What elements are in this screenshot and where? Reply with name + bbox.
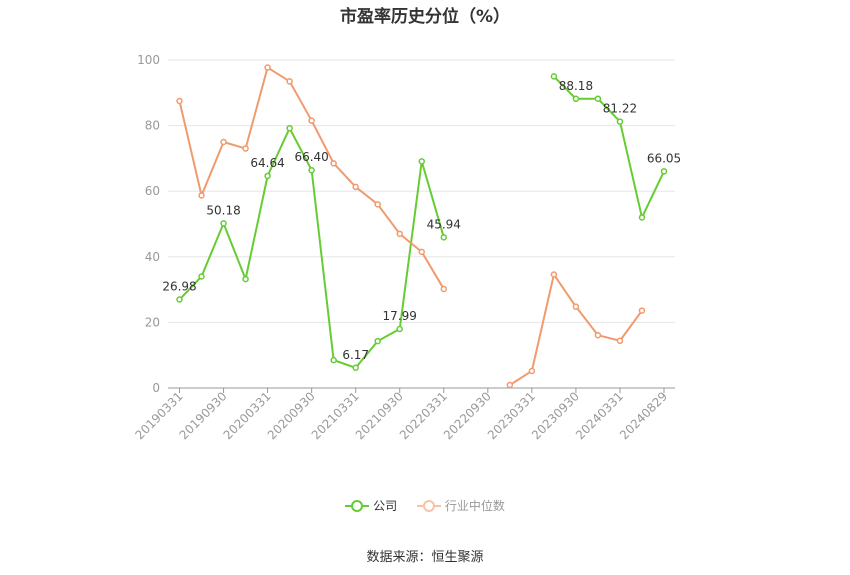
data-point — [572, 303, 580, 310]
data-point — [660, 168, 668, 175]
data-point — [308, 117, 315, 124]
data-point — [330, 356, 337, 364]
data-point — [330, 160, 337, 167]
legend-item-industry-median[interactable]: 行业中位数 — [416, 497, 505, 514]
data-point — [220, 220, 227, 227]
data-point — [396, 230, 403, 238]
data-point — [286, 124, 293, 132]
data-point — [638, 214, 646, 221]
data-point — [352, 364, 359, 372]
data-point — [242, 145, 249, 152]
legend-swatch-industry-median — [416, 499, 441, 513]
legend-label-industry-median: 行业中位数 — [444, 499, 505, 513]
y-tick-label: 100 — [137, 53, 160, 67]
data-label: 88.18 — [559, 79, 593, 93]
data-point — [176, 296, 183, 303]
data-point — [616, 337, 624, 345]
y-tick-label: 20 — [145, 315, 160, 329]
data-point — [594, 95, 602, 102]
data-point — [440, 285, 448, 293]
data-point — [374, 201, 381, 208]
data-point — [286, 78, 293, 85]
data-label: 26.98 — [162, 280, 196, 294]
data-point — [396, 325, 403, 333]
data-labels-layer: 26.98 50.18 64.64 66.40 6.17 17.99 45.94 88.18 8… — [162, 79, 681, 362]
chart-title: 市盈率历史分位（%） — [339, 7, 511, 27]
data-point — [550, 73, 558, 80]
data-point — [198, 273, 205, 280]
data-point — [374, 337, 381, 345]
legend-swatch-company — [345, 499, 370, 513]
legend-item-company[interactable]: 公司 — [345, 497, 397, 514]
data-point — [264, 172, 271, 180]
series-line-1 — [509, 273, 643, 386]
data-label: 66.05 — [647, 151, 681, 165]
data-point — [506, 381, 514, 389]
data-point — [528, 367, 536, 375]
data-point — [418, 158, 425, 165]
y-tick-label: 0 — [152, 381, 160, 395]
y-tick-label: 40 — [145, 250, 160, 264]
y-tick-label: 60 — [145, 184, 160, 198]
x-axis: 2019033120190930202003312020093020210331… — [133, 387, 675, 442]
data-label: 66.40 — [294, 150, 328, 164]
series-line-0 — [553, 75, 665, 219]
data-point — [616, 118, 624, 125]
data-point — [308, 166, 315, 174]
data-label: 45.94 — [427, 217, 461, 231]
data-point — [264, 64, 271, 71]
legend: 公司 行业中位数 — [0, 497, 850, 516]
data-label: 64.64 — [250, 156, 284, 170]
y-tick-label: 80 — [145, 119, 160, 133]
data-point — [176, 97, 183, 105]
data-point — [198, 192, 205, 199]
grid-lines — [168, 59, 675, 323]
data-point — [418, 248, 425, 256]
source-note: 数据来源：恒生聚源 — [366, 550, 484, 565]
legend-label-company: 公司 — [373, 499, 398, 513]
line-chart: 0 20 40 60 80 100 201903312019093020200331202… — [133, 53, 682, 442]
series-layer — [176, 64, 668, 389]
y-axis: 0 20 40 60 80 100 — [137, 53, 160, 395]
data-point — [638, 307, 646, 314]
data-point — [220, 138, 227, 146]
data-label: 50.18 — [206, 203, 240, 217]
x-tick-label: 20240829 — [617, 389, 670, 442]
data-label: 6.17 — [342, 348, 369, 362]
data-point — [572, 95, 580, 103]
data-point — [594, 331, 602, 339]
data-label: 81.22 — [603, 102, 637, 116]
data-point — [242, 275, 249, 283]
data-point — [550, 271, 558, 278]
data-label: 17.99 — [383, 309, 417, 323]
data-point — [440, 234, 448, 241]
data-point — [352, 183, 359, 191]
